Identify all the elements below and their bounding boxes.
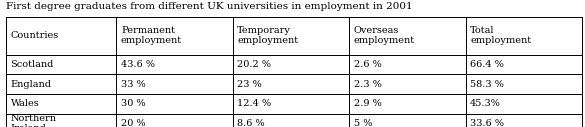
Text: Wales: Wales xyxy=(11,99,39,108)
Text: 58.3 %: 58.3 % xyxy=(470,80,504,89)
Text: 8.6 %: 8.6 % xyxy=(238,119,265,127)
Text: Permanent
employment: Permanent employment xyxy=(121,26,182,45)
Text: 23 %: 23 % xyxy=(238,80,262,89)
Text: Northern
Ireland: Northern Ireland xyxy=(11,114,57,127)
Text: 66.4 %: 66.4 % xyxy=(470,60,504,69)
Text: 43.6 %: 43.6 % xyxy=(121,60,155,69)
Text: 20.2 %: 20.2 % xyxy=(238,60,271,69)
Text: Temporary
employment: Temporary employment xyxy=(238,26,298,45)
Text: Total
employment: Total employment xyxy=(470,26,531,45)
Text: 33 %: 33 % xyxy=(121,80,146,89)
Text: 5 %: 5 % xyxy=(354,119,372,127)
Text: Countries: Countries xyxy=(11,31,58,40)
Text: First degree graduates from different UK universities in employment in 2001: First degree graduates from different UK… xyxy=(6,2,412,11)
Text: 30 %: 30 % xyxy=(121,99,146,108)
Text: Overseas
employment: Overseas employment xyxy=(354,26,415,45)
Text: 2.3 %: 2.3 % xyxy=(354,80,381,89)
Text: 20 %: 20 % xyxy=(121,119,146,127)
Text: 45.3%: 45.3% xyxy=(470,99,501,108)
Text: England: England xyxy=(11,80,51,89)
Text: 33.6 %: 33.6 % xyxy=(470,119,504,127)
Text: 2.6 %: 2.6 % xyxy=(354,60,381,69)
Text: 2.9 %: 2.9 % xyxy=(354,99,381,108)
Text: 12.4 %: 12.4 % xyxy=(238,99,271,108)
Text: Scotland: Scotland xyxy=(11,60,54,69)
